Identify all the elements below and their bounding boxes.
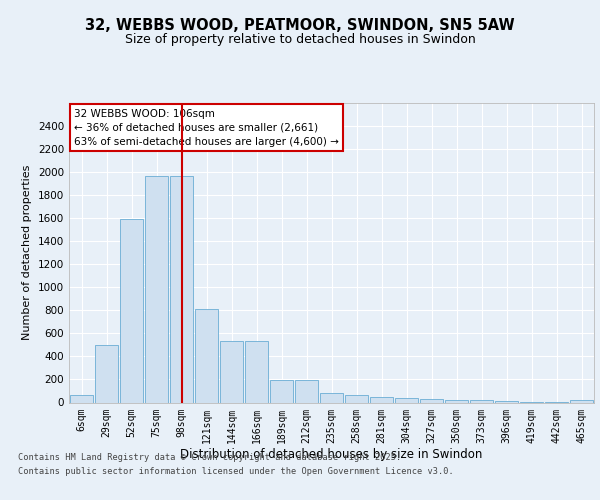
Bar <box>395 398 418 402</box>
Bar <box>245 342 268 402</box>
Bar <box>470 400 493 402</box>
X-axis label: Distribution of detached houses by size in Swindon: Distribution of detached houses by size … <box>181 448 482 461</box>
Text: Size of property relative to detached houses in Swindon: Size of property relative to detached ho… <box>125 32 475 46</box>
Bar <box>195 309 218 402</box>
Bar <box>145 176 168 402</box>
Text: 32, WEBBS WOOD, PEATMOOR, SWINDON, SN5 5AW: 32, WEBBS WOOD, PEATMOOR, SWINDON, SN5 5… <box>85 18 515 32</box>
Bar <box>220 342 243 402</box>
Y-axis label: Number of detached properties: Number of detached properties <box>22 165 32 340</box>
Bar <box>420 399 443 402</box>
Bar <box>370 396 393 402</box>
Text: Contains public sector information licensed under the Open Government Licence v3: Contains public sector information licen… <box>18 467 454 476</box>
Bar <box>170 176 193 402</box>
Bar <box>445 400 468 402</box>
Bar <box>345 395 368 402</box>
Bar <box>570 400 593 402</box>
Bar <box>270 380 293 402</box>
Bar <box>95 345 118 403</box>
Bar <box>120 219 143 402</box>
Bar <box>295 380 318 402</box>
Text: 32 WEBBS WOOD: 106sqm
← 36% of detached houses are smaller (2,661)
63% of semi-d: 32 WEBBS WOOD: 106sqm ← 36% of detached … <box>74 108 339 146</box>
Bar <box>70 395 93 402</box>
Text: Contains HM Land Registry data © Crown copyright and database right 2025.: Contains HM Land Registry data © Crown c… <box>18 454 401 462</box>
Bar <box>320 394 343 402</box>
